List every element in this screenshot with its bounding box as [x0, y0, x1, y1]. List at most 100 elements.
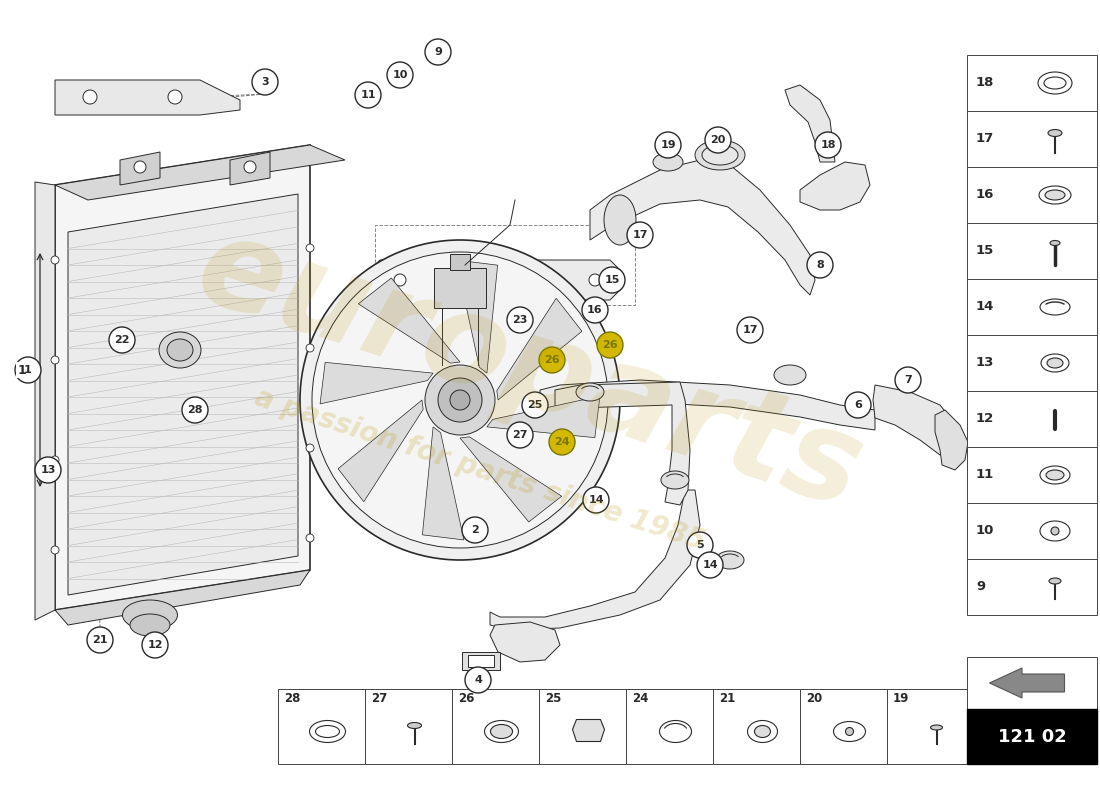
- Circle shape: [387, 62, 412, 88]
- Ellipse shape: [1040, 186, 1071, 204]
- Text: a passion for parts since 1985: a passion for parts since 1985: [251, 384, 708, 556]
- Circle shape: [134, 161, 146, 173]
- Text: 9: 9: [434, 47, 442, 57]
- Ellipse shape: [931, 725, 943, 730]
- Bar: [713, 689, 800, 764]
- Text: 21: 21: [719, 693, 735, 706]
- Circle shape: [549, 429, 575, 455]
- Ellipse shape: [748, 721, 778, 742]
- Polygon shape: [556, 382, 690, 505]
- Text: 13: 13: [41, 465, 56, 475]
- Polygon shape: [359, 278, 460, 363]
- Text: 19: 19: [893, 693, 910, 706]
- Polygon shape: [55, 145, 310, 610]
- Ellipse shape: [309, 721, 345, 742]
- Text: 2: 2: [471, 525, 478, 535]
- Ellipse shape: [122, 600, 177, 630]
- Polygon shape: [460, 437, 562, 522]
- Circle shape: [394, 274, 406, 286]
- Ellipse shape: [1048, 130, 1062, 137]
- Circle shape: [87, 627, 113, 653]
- Polygon shape: [120, 152, 160, 185]
- Circle shape: [627, 222, 653, 248]
- Ellipse shape: [1038, 72, 1072, 94]
- Polygon shape: [422, 427, 464, 540]
- Ellipse shape: [1050, 241, 1060, 246]
- Text: 12: 12: [976, 413, 994, 426]
- Text: 15: 15: [604, 275, 619, 285]
- Circle shape: [438, 378, 482, 422]
- Circle shape: [306, 534, 313, 542]
- Text: 18: 18: [976, 77, 994, 90]
- Circle shape: [109, 327, 135, 353]
- Circle shape: [450, 390, 470, 410]
- Ellipse shape: [1049, 578, 1061, 584]
- Ellipse shape: [1041, 354, 1069, 372]
- Circle shape: [807, 252, 833, 278]
- Ellipse shape: [1045, 190, 1065, 200]
- Text: 11: 11: [976, 469, 994, 482]
- Text: 8: 8: [816, 260, 824, 270]
- Circle shape: [168, 90, 182, 104]
- Circle shape: [697, 552, 723, 578]
- Polygon shape: [230, 152, 270, 185]
- Text: 28: 28: [284, 693, 300, 706]
- Polygon shape: [490, 490, 700, 630]
- Polygon shape: [35, 182, 55, 620]
- Text: 26: 26: [458, 693, 474, 706]
- Circle shape: [582, 297, 608, 323]
- Circle shape: [507, 307, 534, 333]
- Polygon shape: [497, 298, 582, 400]
- Text: 10: 10: [976, 525, 994, 538]
- Circle shape: [895, 367, 921, 393]
- Ellipse shape: [834, 722, 866, 742]
- Ellipse shape: [160, 332, 201, 368]
- Bar: [626, 689, 713, 764]
- Circle shape: [705, 127, 732, 153]
- Text: 5: 5: [696, 540, 704, 550]
- Ellipse shape: [660, 721, 692, 742]
- Text: 27: 27: [371, 693, 387, 706]
- Text: 1: 1: [18, 363, 26, 377]
- Circle shape: [815, 132, 842, 158]
- Circle shape: [465, 667, 491, 693]
- Polygon shape: [540, 380, 874, 430]
- Circle shape: [306, 244, 313, 252]
- Bar: [365, 689, 452, 764]
- Circle shape: [82, 90, 97, 104]
- Circle shape: [654, 132, 681, 158]
- Ellipse shape: [1040, 466, 1070, 484]
- Polygon shape: [487, 396, 600, 438]
- Circle shape: [355, 82, 381, 108]
- Text: 27: 27: [513, 430, 528, 440]
- Polygon shape: [800, 162, 870, 210]
- Circle shape: [51, 456, 59, 464]
- Polygon shape: [572, 719, 605, 742]
- Text: 6: 6: [854, 400, 862, 410]
- Ellipse shape: [661, 471, 689, 489]
- Circle shape: [51, 256, 59, 264]
- Polygon shape: [490, 622, 560, 662]
- Polygon shape: [785, 85, 835, 162]
- Circle shape: [306, 444, 313, 452]
- Bar: [468, 655, 494, 667]
- Circle shape: [244, 161, 256, 173]
- Circle shape: [583, 487, 609, 513]
- Text: 25: 25: [544, 693, 561, 706]
- Ellipse shape: [716, 551, 744, 569]
- Text: 13: 13: [976, 357, 994, 370]
- Ellipse shape: [130, 614, 170, 636]
- Circle shape: [539, 347, 565, 373]
- Circle shape: [462, 517, 488, 543]
- Polygon shape: [55, 145, 345, 200]
- Text: 10: 10: [393, 70, 408, 80]
- Polygon shape: [935, 410, 968, 470]
- Circle shape: [597, 332, 623, 358]
- Ellipse shape: [407, 722, 421, 729]
- Bar: [887, 689, 974, 764]
- Text: 16: 16: [587, 305, 603, 315]
- Text: 9: 9: [976, 581, 986, 594]
- Text: 20: 20: [806, 693, 823, 706]
- Ellipse shape: [167, 339, 192, 361]
- Text: 14: 14: [976, 301, 994, 314]
